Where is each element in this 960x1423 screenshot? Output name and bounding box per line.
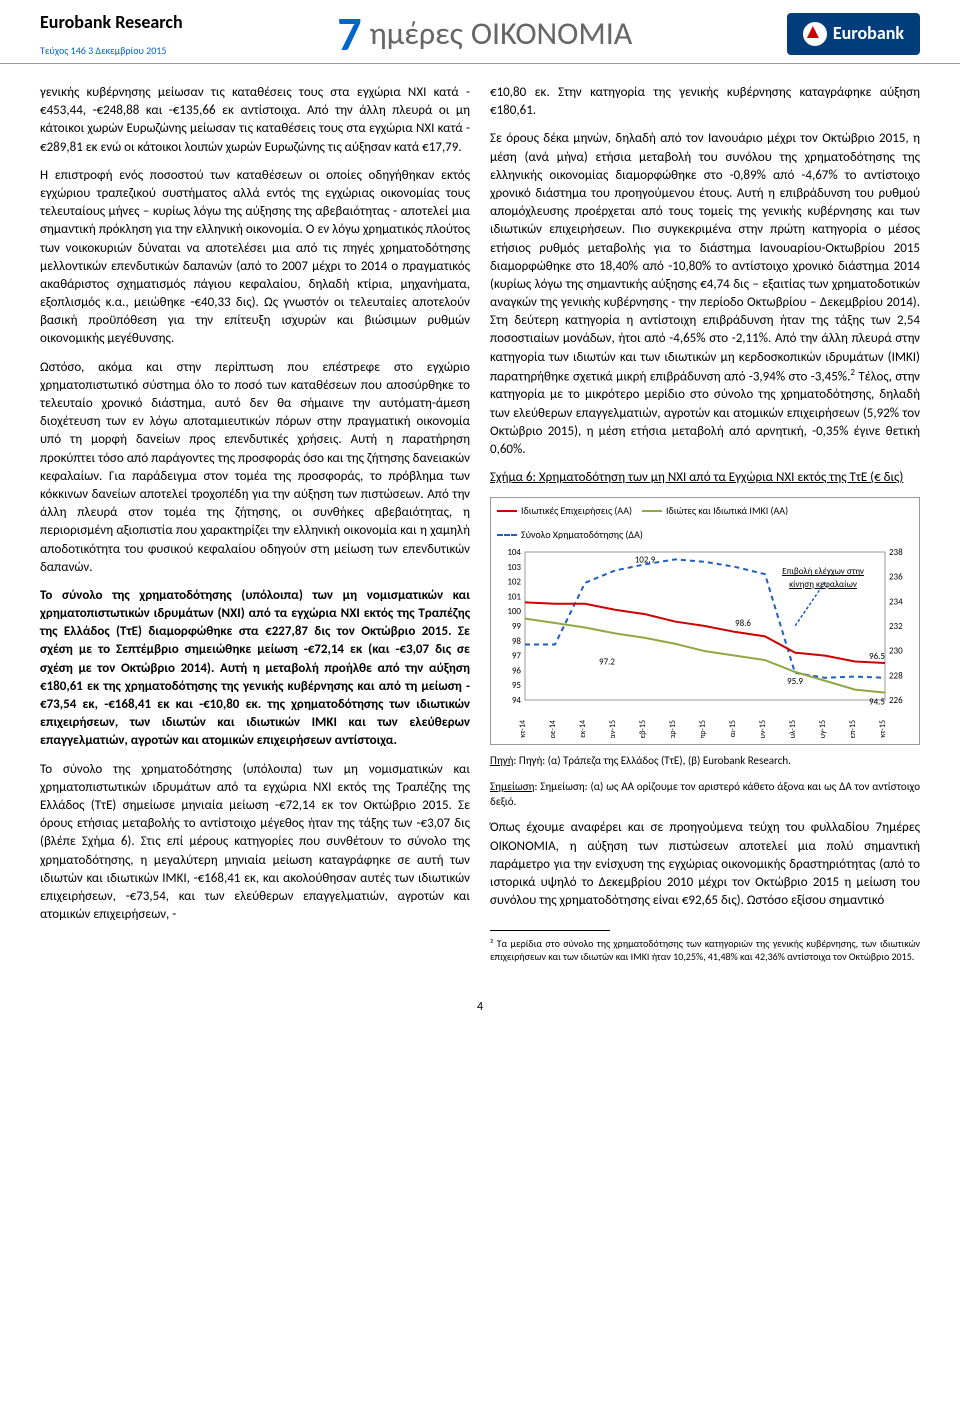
svg-text:Αυγ-15: Αυγ-15	[818, 720, 828, 738]
svg-text:94: 94	[512, 695, 522, 706]
svg-text:98: 98	[512, 636, 522, 647]
svg-text:102: 102	[507, 577, 521, 588]
header-left: Eurobank Research Τεύχος 146 3 Δεκεμβρίο…	[40, 10, 183, 57]
svg-text:97.2: 97.2	[599, 657, 615, 668]
svg-text:Δεκ-14: Δεκ-14	[578, 720, 588, 738]
legend-item-2: Ιδιώτες και Ιδιωτικά ΙΜΚΙ (ΑΑ)	[642, 504, 788, 518]
legend-swatch-blue	[497, 534, 517, 536]
right-p3: Όπως έχουμε αναφέρει και σε προηγούμενα …	[490, 819, 920, 910]
svg-text:Οκτ-15: Οκτ-15	[878, 720, 888, 738]
left-p3: Ωστόσο, ακόμα και στην περίπτωση που επέ…	[40, 359, 470, 577]
svg-text:226: 226	[889, 695, 903, 706]
right-column: €10,80 εκ. Στην κατηγορία της γενικής κυ…	[490, 84, 920, 973]
svg-text:95.9: 95.9	[787, 676, 803, 687]
left-p1: γενικής κυβέρνησης μείωσαν τις καταθέσει…	[40, 84, 470, 157]
svg-text:228: 228	[889, 671, 903, 682]
svg-text:98.6: 98.6	[735, 618, 751, 629]
main-content: γενικής κυβέρνησης μείωσαν τις καταθέσει…	[0, 64, 960, 993]
title-word1: ημέρες	[370, 12, 463, 57]
legend-label-2: Ιδιώτες και Ιδιωτικά ΙΜΚΙ (ΑΑ)	[666, 504, 788, 518]
svg-text:94.5: 94.5	[869, 697, 885, 708]
publication-title: 7 ημέρες ΟΙΚΟΝΟΜΙΑ	[337, 10, 632, 58]
svg-text:238: 238	[889, 548, 903, 558]
legend-label-1: Ιδιωτικές Επιχειρήσεις (ΑΑ)	[521, 504, 632, 518]
svg-text:234: 234	[889, 597, 903, 608]
svg-text:Ιαν-15: Ιαν-15	[608, 720, 618, 738]
svg-text:102.9: 102.9	[635, 555, 656, 566]
svg-text:236: 236	[889, 572, 903, 583]
chart-note: Σημείωση: Σημείωση: (α) ως ΑΑ ορίζουμε τ…	[490, 779, 920, 810]
svg-text:97: 97	[512, 651, 522, 662]
brand-research: Eurobank Research	[40, 10, 183, 35]
chart-plot: 94 95 96 97 98 99 100 101 102 103 104 226 228 230 232 2…	[497, 548, 913, 738]
svg-text:Μαρ-15: Μαρ-15	[668, 720, 678, 738]
issue-info: Τεύχος 146 3 Δεκεμβρίου 2015	[40, 44, 183, 58]
left-column: γενικής κυβέρνησης μείωσαν τις καταθέσει…	[40, 84, 470, 973]
chart-source: Πηγή: Πηγή: (α) Τράπεζα της Ελλάδος (ΤτΕ…	[490, 753, 920, 768]
legend-label-3: Σύνολο Χρηματοδότησης (ΔΑ)	[521, 528, 643, 542]
svg-text:Ιουλ-15: Ιουλ-15	[788, 720, 798, 738]
footnote-separator	[490, 930, 610, 931]
logo-icon	[803, 22, 827, 46]
svg-text:Φεβ-15: Φεβ-15	[638, 720, 648, 738]
svg-text:99: 99	[512, 621, 522, 632]
svg-text:96.5: 96.5	[869, 651, 885, 662]
legend-item-1: Ιδιωτικές Επιχειρήσεις (ΑΑ)	[497, 504, 632, 518]
svg-text:Μαι-15: Μαι-15	[728, 720, 738, 738]
title-word2: ΟΙΚΟΝΟΜΙΑ	[471, 12, 632, 57]
chart-container: Ιδιωτικές Επιχειρήσεις (ΑΑ) Ιδιώτες και …	[490, 497, 920, 745]
svg-text:96: 96	[512, 666, 522, 677]
eurobank-logo: Eurobank	[787, 13, 920, 54]
big-seven: 7	[337, 10, 361, 58]
svg-text:95: 95	[512, 680, 522, 691]
legend-swatch-green	[642, 510, 662, 512]
svg-text:Νοε-14: Νοε-14	[548, 720, 558, 738]
chart-legend: Ιδιωτικές Επιχειρήσεις (ΑΑ) Ιδιώτες και …	[497, 504, 913, 542]
svg-text:Απρ-15: Απρ-15	[698, 720, 708, 738]
svg-text:Ιουν-15: Ιουν-15	[758, 720, 768, 738]
svg-text:232: 232	[889, 621, 903, 632]
legend-item-3: Σύνολο Χρηματοδότησης (ΔΑ)	[497, 528, 643, 542]
footnote-text: ² Τα μερίδια στο σύνολο της χρηματοδότησ…	[490, 937, 920, 963]
svg-text:230: 230	[889, 646, 903, 657]
right-p1: €10,80 εκ. Στην κατηγορία της γενικής κυ…	[490, 84, 920, 120]
left-p2: Η επιστροφή ενός ποσοστού των καταθέσεων…	[40, 167, 470, 349]
svg-text:Οκτ-14: Οκτ-14	[518, 720, 528, 738]
page-header: Eurobank Research Τεύχος 146 3 Δεκεμβρίο…	[0, 0, 960, 64]
svg-text:Σεπ-15: Σεπ-15	[848, 720, 858, 738]
svg-text:101: 101	[507, 592, 521, 603]
left-p5: Το σύνολο της χρηματοδότησης (υπόλοιπα) …	[40, 761, 470, 925]
svg-text:100: 100	[507, 606, 521, 617]
eurobank-text: Eurobank	[833, 21, 904, 46]
left-p4: Το σύνολο της χρηματοδότησης (υπόλοιπα) …	[40, 587, 470, 751]
legend-swatch-red	[497, 510, 517, 512]
svg-text:103: 103	[507, 562, 521, 573]
chart-title: Σχήμα 6: Χρηματοδότηση των μη ΝΧΙ από τα…	[490, 469, 920, 487]
svg-text:104: 104	[507, 548, 521, 558]
page-number: 4	[0, 993, 960, 1028]
right-p2: Σε όρους δέκα μηνών, δηλαδή από τον Ιανο…	[490, 130, 920, 459]
